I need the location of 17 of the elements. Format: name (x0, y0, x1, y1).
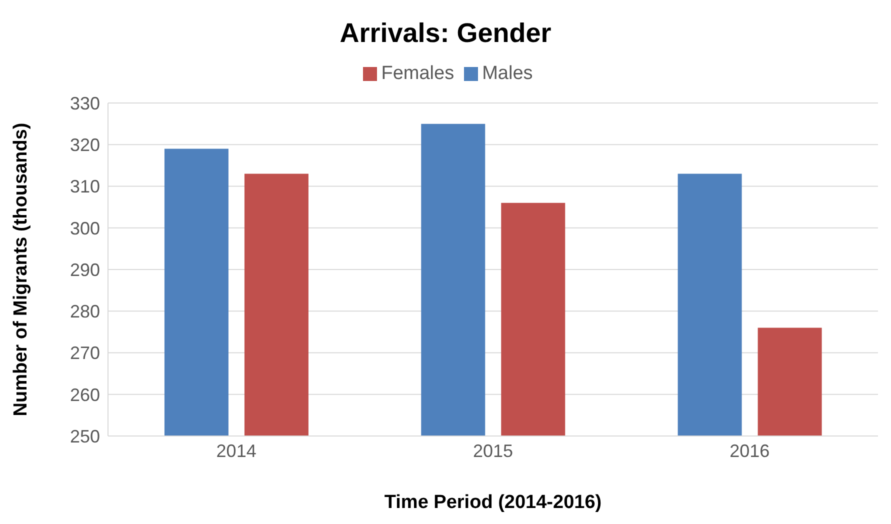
x-axis-title: Time Period (2014-2016) (384, 492, 602, 513)
y-tick-label: 270 (70, 343, 100, 364)
y-tick-label: 290 (70, 260, 100, 280)
y-tick-label: 310 (70, 176, 100, 197)
y-axis-title: Number of Migrants (thousands) (10, 122, 32, 416)
x-tick-label: 2016 (730, 440, 770, 461)
y-tick-label: 280 (70, 302, 100, 322)
y-tick-label: 330 (70, 93, 100, 114)
y-tick-label: 260 (70, 384, 100, 405)
legend-label: Males (482, 63, 533, 84)
y-tick-label: 300 (70, 218, 100, 238)
legend-label: Females (381, 63, 454, 84)
x-tick-label: 2014 (216, 440, 256, 461)
x-tick-label: 2015 (472, 440, 514, 461)
y-tick-label: 320 (70, 135, 100, 156)
chart-title: Arrivals: Gender (338, 17, 552, 50)
y-tick-label: 250 (70, 426, 100, 446)
